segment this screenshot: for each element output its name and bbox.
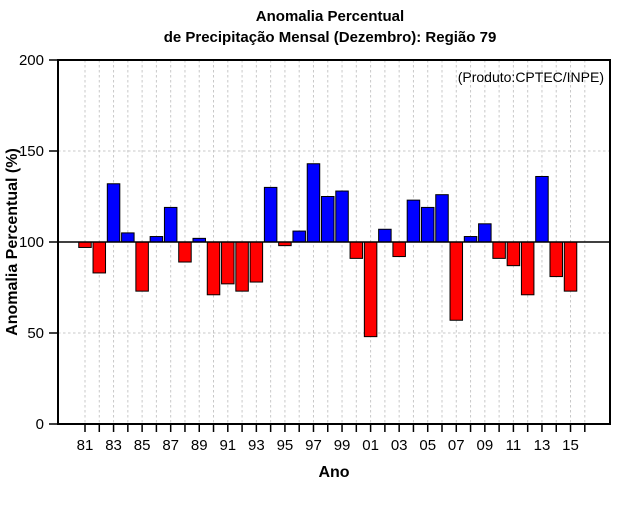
source-annotation: (Produto:CPTEC/INPE) [458,69,604,85]
x-tick-label: 93 [248,437,265,454]
y-tick-label: 100 [19,234,44,251]
x-tick-label: 13 [534,437,551,454]
bar-08 [463,236,478,243]
x-tick-label: 03 [391,437,408,454]
bar-00 [349,241,364,259]
bar-94 [263,186,278,243]
bar-82 [92,241,107,274]
x-tick-label: 09 [476,437,493,454]
bar-92 [235,241,249,292]
bar-98 [321,196,335,243]
bar-02 [378,228,392,243]
x-tick-label: 83 [105,437,122,454]
y-axis-title: Anomalia Percentual (%) [4,148,21,336]
y-tick-label: 150 [19,143,44,160]
bar-81 [78,241,92,248]
x-tick-label: 91 [219,437,236,454]
bar-05 [420,206,435,243]
bar-13 [535,175,549,243]
x-tick-label: 95 [277,437,294,454]
chart-title-line1: Anomalia Percentual [256,8,404,25]
x-tick-label: 11 [506,437,522,454]
bar-93 [249,241,264,283]
bar-88 [178,241,192,263]
bar-90 [206,241,221,296]
bar-83 [106,183,121,243]
bar-85 [135,241,149,292]
x-tick-label: 87 [162,437,179,454]
x-tick-label: 07 [448,437,465,454]
bar-10 [492,241,506,259]
bar-87 [163,206,178,243]
bar-07 [449,241,464,321]
y-tick-label: 200 [19,52,44,69]
x-tick-label: 15 [562,437,579,454]
y-tick-label: 0 [36,416,44,433]
bar-96 [292,230,306,243]
bar-91 [221,241,235,285]
x-tick-label: 85 [134,437,151,454]
bar-01 [363,241,378,338]
bar-06 [435,194,449,243]
x-tick-label: 01 [362,437,379,454]
bar-97 [306,163,321,243]
x-tick-label: 97 [305,437,322,454]
bar-04 [406,199,421,243]
bar-86 [149,236,164,243]
bars-layer [58,163,610,338]
bar-14 [549,241,563,278]
x-tick-label: 05 [419,437,436,454]
bar-84 [121,232,135,243]
bar-09 [478,223,492,243]
bar-12 [520,241,535,296]
chart-title-line2: de Precipitação Mensal (Dezembro): Regiã… [164,29,497,46]
x-tick-label: 89 [191,437,208,454]
bar-99 [335,190,349,243]
x-axis-title: Ano [318,464,349,481]
axes-layer: 81 83 85 87 89 91 93 95 97 99 01 03 05 07 09 11 13 150501… [19,52,586,454]
bar-03 [392,241,406,258]
x-tick-label: 81 [77,437,94,454]
bar-15 [563,241,578,292]
bar-11 [506,241,521,267]
y-tick-label: 50 [27,325,44,342]
plot-frame [57,59,611,425]
x-tick-label: 99 [334,437,351,454]
